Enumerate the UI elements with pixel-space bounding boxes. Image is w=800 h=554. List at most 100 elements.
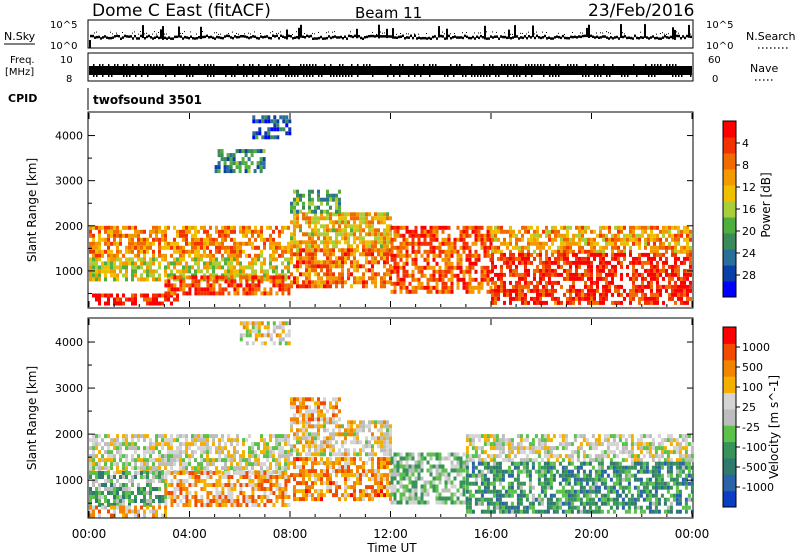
nsearch-sample xyxy=(122,32,123,33)
data-cell xyxy=(92,273,95,278)
data-cell xyxy=(275,495,279,499)
data-cell xyxy=(320,280,323,285)
data-cell xyxy=(149,446,152,451)
data-cell xyxy=(206,466,209,471)
data-cell xyxy=(206,446,209,451)
data-cell xyxy=(188,462,191,467)
freq-sample xyxy=(315,64,317,66)
data-cell xyxy=(263,471,267,475)
data-cell xyxy=(386,272,389,277)
freq-sample xyxy=(657,64,659,66)
data-cell xyxy=(113,233,116,238)
nsky-sample xyxy=(296,36,298,39)
data-cell xyxy=(599,276,602,281)
data-cell xyxy=(359,440,362,445)
nsky-sample xyxy=(614,36,616,39)
data-cell xyxy=(551,229,554,234)
data-cell xyxy=(569,300,572,305)
freq-sample xyxy=(549,64,551,66)
data-cell xyxy=(596,284,599,289)
data-cell xyxy=(542,284,545,289)
data-cell xyxy=(426,277,430,282)
data-cell xyxy=(299,240,302,245)
data-cell xyxy=(251,229,254,234)
data-cell xyxy=(480,225,484,230)
data-cell xyxy=(311,461,314,466)
data-cell xyxy=(444,237,448,242)
data-cell xyxy=(104,277,107,282)
data-cell xyxy=(267,127,271,132)
data-cell xyxy=(383,440,386,445)
data-cell xyxy=(332,280,335,285)
data-cell xyxy=(389,272,392,277)
data-cell xyxy=(314,260,317,265)
data-cell xyxy=(164,513,167,518)
data-cell xyxy=(281,287,285,292)
data-cell xyxy=(152,297,155,302)
data-cell xyxy=(244,153,248,158)
data-cell xyxy=(221,233,224,238)
data-cell xyxy=(217,169,221,174)
nsky-sample xyxy=(470,36,472,40)
data-cell xyxy=(215,434,218,439)
data-cell xyxy=(566,276,569,281)
data-cell xyxy=(260,479,264,483)
data-cell xyxy=(188,471,192,475)
nsky-sample xyxy=(318,36,320,40)
data-cell xyxy=(371,216,374,221)
data-cell xyxy=(194,499,198,503)
data-cell xyxy=(584,260,587,265)
data-cell xyxy=(399,253,403,258)
data-cell xyxy=(405,253,409,258)
data-cell xyxy=(323,469,326,474)
nsky-sample xyxy=(90,34,92,38)
data-cell xyxy=(296,497,299,502)
nsky-sample xyxy=(492,36,494,39)
data-cell xyxy=(305,493,308,498)
data-cell xyxy=(659,284,662,289)
data-cell xyxy=(143,466,146,471)
data-cell xyxy=(420,229,424,234)
data-cell xyxy=(149,442,152,447)
data-cell xyxy=(164,279,168,284)
data-cell xyxy=(587,225,590,230)
data-cell xyxy=(450,273,454,278)
data-cell xyxy=(521,245,524,250)
data-cell xyxy=(107,487,110,491)
data-cell xyxy=(536,292,539,297)
nsearch-sample xyxy=(558,32,559,34)
data-cell xyxy=(122,301,125,306)
data-cell xyxy=(206,253,209,258)
data-cell xyxy=(290,424,293,429)
data-cell xyxy=(320,212,323,217)
freq-sample xyxy=(654,64,656,66)
data-cell xyxy=(329,260,332,265)
nsky-sample xyxy=(410,34,412,38)
data-cell xyxy=(236,442,239,447)
nsky-sample xyxy=(174,35,176,39)
data-cell xyxy=(656,264,659,269)
data-cell xyxy=(134,505,137,510)
data-cell xyxy=(179,499,183,503)
data-cell xyxy=(626,292,629,297)
nsky-sample xyxy=(238,35,240,39)
data-cell xyxy=(95,462,98,467)
nsky-sample xyxy=(456,36,458,39)
data-cell xyxy=(581,276,584,281)
nsearch-sample xyxy=(164,33,165,35)
data-cell xyxy=(314,248,317,253)
data-cell xyxy=(393,225,397,230)
data-cell xyxy=(182,291,186,296)
data-cell xyxy=(242,233,245,238)
freq-sample xyxy=(213,75,215,77)
data-cell xyxy=(164,471,168,475)
data-cell xyxy=(408,281,412,286)
data-cell xyxy=(335,493,338,498)
data-cell xyxy=(323,448,326,453)
data-cell xyxy=(143,257,146,262)
freq-sample xyxy=(690,75,692,77)
data-cell xyxy=(185,265,188,270)
data-cell xyxy=(89,438,92,443)
nsearch-sample xyxy=(426,33,427,34)
data-cell xyxy=(527,280,530,285)
